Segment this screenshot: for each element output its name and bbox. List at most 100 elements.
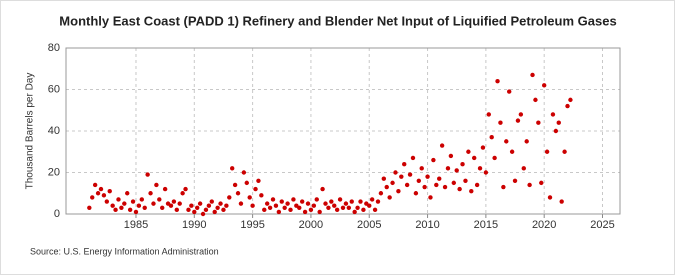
point: [512, 178, 518, 183]
point: [454, 168, 459, 173]
point: [472, 155, 477, 161]
point: [562, 149, 567, 154]
point: [425, 174, 430, 179]
point: [288, 207, 293, 213]
point: [291, 197, 296, 202]
point: [568, 97, 573, 103]
point: [419, 166, 424, 171]
point: [550, 112, 556, 117]
point: [285, 201, 290, 206]
point: [410, 155, 416, 161]
point: [504, 139, 509, 144]
point: [399, 174, 404, 179]
point: [416, 178, 422, 183]
point: [407, 172, 413, 177]
point: [559, 199, 564, 204]
point: [428, 195, 433, 200]
point: [189, 203, 194, 208]
point: [369, 197, 375, 202]
point: [104, 199, 110, 204]
point: [197, 201, 203, 206]
point: [256, 178, 261, 183]
point: [297, 205, 302, 210]
point: [130, 199, 136, 204]
point: [154, 182, 159, 188]
point: [553, 128, 559, 134]
point: [469, 188, 474, 194]
point: [565, 103, 570, 109]
point: [547, 195, 553, 200]
point: [384, 184, 389, 190]
point: [326, 205, 331, 210]
point: [536, 120, 541, 125]
point: [495, 79, 500, 84]
point: [95, 191, 101, 196]
point: [378, 191, 384, 196]
point: [136, 203, 142, 208]
point: [227, 195, 232, 200]
point: [451, 180, 456, 186]
point: [119, 205, 124, 210]
point: [314, 197, 319, 202]
x-tick-label: 2005: [357, 219, 381, 231]
point: [250, 203, 255, 208]
point: [160, 205, 165, 210]
point: [387, 195, 392, 200]
point: [541, 83, 547, 88]
point: [267, 205, 273, 210]
point: [215, 205, 220, 210]
point: [515, 118, 521, 123]
point: [247, 195, 252, 200]
point: [206, 203, 212, 208]
point: [460, 162, 465, 167]
point: [343, 201, 349, 206]
point: [390, 180, 395, 186]
point: [259, 193, 264, 198]
point: [270, 197, 276, 202]
point: [133, 209, 139, 215]
point: [527, 182, 532, 188]
x-tick-label: 2025: [590, 219, 614, 231]
point: [524, 139, 529, 144]
point: [466, 149, 471, 154]
point: [264, 201, 270, 206]
point: [139, 197, 145, 202]
point: [498, 120, 503, 125]
x-tick-label: 1990: [182, 219, 206, 231]
point: [431, 157, 436, 163]
point: [279, 199, 284, 204]
point: [381, 176, 387, 181]
point: [492, 155, 497, 161]
point: [329, 199, 334, 204]
point: [92, 182, 98, 188]
point: [355, 205, 360, 210]
y-tick-label: 80: [48, 42, 60, 54]
point: [157, 197, 162, 202]
point: [299, 199, 305, 204]
point: [218, 201, 223, 206]
point: [308, 207, 314, 213]
point: [323, 201, 328, 206]
point: [230, 166, 235, 171]
point: [477, 166, 483, 171]
point: [437, 176, 442, 181]
point: [507, 89, 512, 94]
point: [434, 182, 439, 188]
point: [87, 205, 92, 210]
point: [486, 112, 491, 117]
point: [151, 201, 156, 206]
point: [174, 207, 179, 213]
point: [244, 180, 249, 186]
x-tick-label: 2020: [532, 219, 556, 231]
point: [203, 207, 209, 213]
point: [186, 207, 191, 213]
point: [539, 180, 544, 186]
point: [439, 143, 445, 148]
point: [195, 205, 200, 210]
point: [463, 178, 468, 183]
x-tick-label: 2010: [415, 219, 439, 231]
point: [142, 205, 147, 210]
x-tick-label: 1985: [124, 219, 148, 231]
point: [232, 182, 238, 188]
